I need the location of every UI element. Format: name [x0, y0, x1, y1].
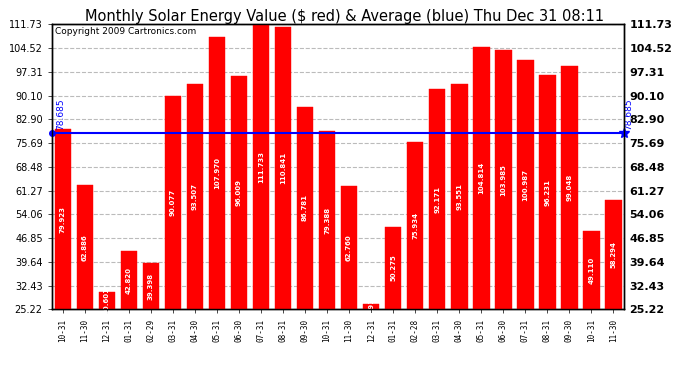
Text: 92.171: 92.171	[434, 186, 440, 213]
Bar	[208, 37, 225, 309]
Bar	[583, 231, 600, 309]
Bar	[363, 304, 380, 309]
Text: Copyright 2009 Cartronics.com: Copyright 2009 Cartronics.com	[55, 27, 196, 36]
Text: 110.841: 110.841	[280, 152, 286, 184]
Text: 100.987: 100.987	[522, 169, 529, 201]
Text: 42.820: 42.820	[126, 267, 132, 294]
Text: 93.507: 93.507	[192, 183, 198, 210]
Bar	[341, 186, 357, 309]
Text: 78.685: 78.685	[624, 98, 633, 130]
Text: 75.934: 75.934	[412, 212, 418, 239]
Bar	[539, 75, 555, 309]
Text: 79.388: 79.388	[324, 207, 330, 234]
Text: 96.009: 96.009	[236, 179, 242, 206]
Bar	[319, 131, 335, 309]
Bar	[143, 262, 159, 309]
Text: 86.781: 86.781	[302, 195, 308, 222]
Bar	[473, 47, 489, 309]
Bar	[275, 27, 291, 309]
Bar	[495, 50, 511, 309]
Text: 58.294: 58.294	[611, 242, 616, 268]
Text: 90.077: 90.077	[170, 189, 176, 216]
Bar	[605, 200, 622, 309]
Bar	[77, 185, 93, 309]
Text: 93.551: 93.551	[456, 183, 462, 210]
Text: 39.398: 39.398	[148, 273, 154, 300]
Text: Monthly Solar Energy Value ($ red) & Average (blue) Thu Dec 31 08:11: Monthly Solar Energy Value ($ red) & Ave…	[86, 9, 604, 24]
Text: 78.685: 78.685	[56, 98, 65, 130]
Text: 103.985: 103.985	[500, 164, 506, 196]
Bar	[165, 96, 181, 309]
Bar	[230, 76, 247, 309]
Bar	[297, 106, 313, 309]
Text: 96.231: 96.231	[544, 179, 551, 206]
Text: 79.923: 79.923	[60, 206, 66, 233]
Bar	[517, 60, 533, 309]
Text: 107.970: 107.970	[214, 157, 220, 189]
Bar	[407, 142, 424, 309]
Bar	[253, 24, 269, 309]
Text: 99.048: 99.048	[566, 174, 573, 201]
Bar	[55, 129, 71, 309]
Text: 62.886: 62.886	[82, 234, 88, 261]
Bar	[561, 66, 578, 309]
Text: 111.733: 111.733	[258, 151, 264, 183]
Text: 30.601: 30.601	[104, 287, 110, 314]
Text: 62.760: 62.760	[346, 234, 352, 261]
Text: 50.275: 50.275	[390, 255, 396, 282]
Text: 49.110: 49.110	[589, 256, 594, 284]
Bar	[121, 251, 137, 309]
Text: 104.814: 104.814	[478, 162, 484, 194]
Bar	[429, 89, 446, 309]
Text: 26.918: 26.918	[368, 293, 374, 320]
Bar	[385, 227, 402, 309]
Bar	[187, 84, 203, 309]
Bar	[451, 84, 468, 309]
Bar	[99, 292, 115, 309]
